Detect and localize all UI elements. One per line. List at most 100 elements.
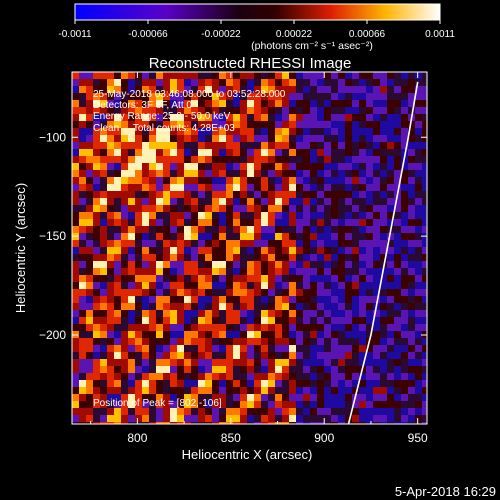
heatmap-cell [415,86,422,93]
heatmap-cell [324,366,331,373]
heatmap-cell [226,121,233,128]
heatmap-cell [373,114,380,121]
heatmap-cell [282,142,289,149]
heatmap-cell [247,205,254,212]
heatmap-cell [401,310,408,317]
heatmap-cell [219,163,226,170]
heatmap-cell [303,219,310,226]
heatmap-cell [331,275,338,282]
heatmap-cell [352,114,359,121]
heatmap-cell [261,191,268,198]
heatmap-cell [191,310,198,317]
heatmap-cell [240,156,247,163]
heatmap-cell [282,338,289,345]
heatmap-cell [79,324,86,331]
heatmap-cell [345,373,352,380]
heatmap-cell [219,93,226,100]
heatmap-cell [261,128,268,135]
heatmap-cell [338,184,345,191]
heatmap-cell [317,289,324,296]
heatmap-cell [114,219,121,226]
heatmap-cell [156,177,163,184]
heatmap-cell [317,380,324,387]
heatmap-cell [331,163,338,170]
heatmap-cell [79,394,86,401]
heatmap-cell [79,149,86,156]
heatmap-cell [282,345,289,352]
heatmap-cell [324,408,331,415]
heatmap-cell [373,100,380,107]
heatmap-cell [289,352,296,359]
heatmap-cell [170,296,177,303]
heatmap-cell [310,170,317,177]
heatmap-cell [401,198,408,205]
heatmap-cell [373,366,380,373]
heatmap-cell [373,233,380,240]
heatmap-cell [226,268,233,275]
heatmap-cell [205,338,212,345]
heatmap-cell [72,324,79,331]
heatmap-cell [422,345,427,352]
heatmap-cell [163,387,170,394]
heatmap-cell [205,261,212,268]
heatmap-cell [275,282,282,289]
heatmap-cell [156,149,163,156]
heatmap-cell [191,226,198,233]
heatmap-cell [212,114,219,121]
heatmap-cell [170,254,177,261]
heatmap-cell [289,324,296,331]
heatmap-cell [93,72,100,79]
heatmap-cell [289,233,296,240]
heatmap-cell [135,156,142,163]
heatmap-cell [261,247,268,254]
heatmap-cell [352,338,359,345]
heatmap-cell [366,135,373,142]
heatmap-cell [352,247,359,254]
heatmap-cell [317,226,324,233]
heatmap-cell [261,359,268,366]
heatmap-cell [107,226,114,233]
heatmap-cell [128,93,135,100]
heatmap-cell [331,149,338,156]
chart-title: Reconstructed RHESSI Image [149,55,352,72]
heatmap-cell [86,247,93,254]
heatmap-cell [128,72,135,79]
heatmap-cell [373,345,380,352]
heatmap-cell [268,366,275,373]
heatmap-cell [415,387,422,394]
heatmap-cell [128,282,135,289]
heatmap-cell [72,170,79,177]
heatmap-cell [72,240,79,247]
heatmap-cell [240,254,247,261]
heatmap-cell [303,240,310,247]
heatmap-cell [324,324,331,331]
heatmap-cell [415,261,422,268]
heatmap-cell [149,79,156,86]
heatmap-cell [331,268,338,275]
heatmap-cell [261,366,268,373]
heatmap-cell [142,100,149,107]
heatmap-cell [247,191,254,198]
heatmap-cell [317,135,324,142]
heatmap-cell [254,184,261,191]
heatmap-cell [128,422,135,424]
heatmap-cell [142,212,149,219]
heatmap-cell [352,282,359,289]
heatmap-cell [100,212,107,219]
heatmap-cell [107,254,114,261]
heatmap-cell [212,184,219,191]
heatmap-cell [394,415,401,422]
heatmap-cell [114,303,121,310]
heatmap-cell [422,289,427,296]
heatmap-cell [247,128,254,135]
heatmap-cell [128,114,135,121]
heatmap-cell [121,331,128,338]
heatmap-cell [191,373,198,380]
heatmap-cell [240,86,247,93]
heatmap-cell [93,121,100,128]
heatmap-cell [240,317,247,324]
heatmap-cell [219,268,226,275]
heatmap-cell [338,408,345,415]
heatmap-cell [142,275,149,282]
heatmap-cell [135,121,142,128]
